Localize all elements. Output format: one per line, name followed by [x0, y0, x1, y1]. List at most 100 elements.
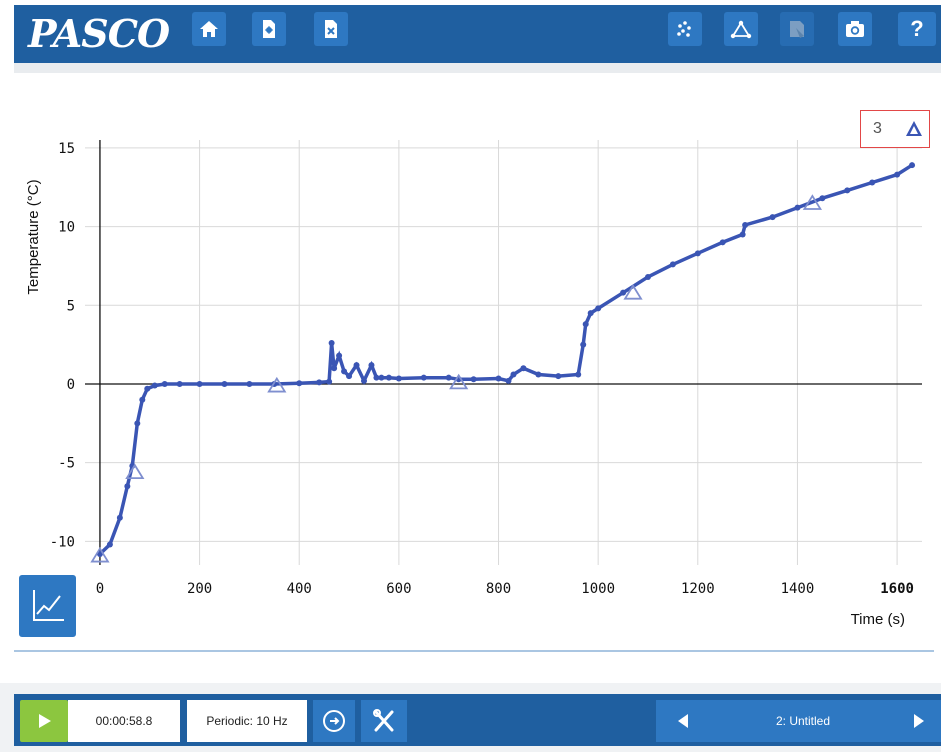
y-tick-label: 15 [58, 141, 75, 157]
triangle-marker [267, 376, 287, 393]
prev-page-button[interactable] [656, 700, 710, 742]
data-point [395, 375, 402, 382]
data-point [769, 214, 776, 221]
chart-grid [85, 140, 922, 565]
data-point [495, 375, 502, 382]
data-point [124, 483, 131, 490]
home-button[interactable] [192, 12, 226, 46]
close-file-icon [325, 20, 337, 38]
run-legend[interactable]: 3 [860, 110, 930, 148]
y-tick-label: -10 [50, 534, 75, 550]
next-page-icon [913, 714, 924, 728]
data-point [139, 396, 146, 403]
series-points [96, 162, 916, 557]
y-tick-label: 0 [67, 377, 75, 393]
snapshot-button[interactable] [838, 12, 872, 46]
help-icon: ? [910, 16, 924, 41]
x-axis-label: Time (s) [851, 611, 905, 628]
data-point [144, 385, 151, 392]
data-point [420, 374, 427, 381]
triangle-marker [125, 463, 145, 480]
data-points-button[interactable] [668, 12, 702, 46]
data-point [134, 420, 141, 427]
data-point [575, 371, 582, 378]
data-point [909, 162, 916, 169]
help-button[interactable]: ? [898, 12, 936, 46]
hardware-setup-button[interactable] [361, 700, 407, 742]
x-tick-label: 200 [187, 581, 212, 597]
data-point [346, 373, 353, 380]
triangle-marker [623, 283, 643, 300]
data-point [368, 362, 375, 369]
x-tick-label: 600 [386, 581, 411, 597]
connect-points-button[interactable] [724, 12, 758, 46]
sampling-options-icon [323, 710, 345, 732]
triangle-marker [802, 194, 823, 210]
data-point [694, 250, 701, 257]
x-tick-label: 1200 [681, 581, 715, 597]
data-point [353, 362, 360, 369]
temperature-graph[interactable]: 0 200 400 600 800 1000 1200 1400 1600 -10 -5 0 5 10 15… [0, 0, 941, 680]
x-tick-label: 1000 [581, 581, 615, 597]
data-point [221, 380, 228, 387]
data-point [151, 382, 158, 389]
hardware-setup-icon [373, 709, 394, 732]
sample-rate-button[interactable]: Periodic: 10 Hz [187, 700, 307, 742]
data-point [296, 380, 303, 387]
series-line [98, 163, 913, 556]
data-point [669, 261, 676, 268]
data-point [246, 380, 253, 387]
chart-axes [85, 140, 922, 565]
data-point [161, 380, 168, 387]
record-button[interactable] [20, 700, 68, 742]
y-tick-label: -5 [58, 456, 75, 472]
data-point [844, 187, 851, 194]
triangle-marker-icon [906, 121, 922, 136]
data-point [595, 305, 602, 312]
scatter-icon [677, 21, 691, 37]
toolbar-shadow [14, 63, 941, 73]
data-point [555, 373, 562, 380]
annotate-button[interactable] [780, 12, 814, 46]
x-tick-label: 1400 [781, 581, 815, 597]
data-point [739, 231, 746, 238]
pasco-logo: PASCO [28, 11, 170, 56]
data-point [378, 374, 385, 381]
data-point [620, 289, 627, 296]
data-point [373, 374, 380, 381]
data-point [510, 371, 517, 378]
data-point [742, 222, 749, 228]
next-page-button[interactable] [896, 700, 941, 742]
data-point [582, 321, 589, 328]
data-point [819, 195, 826, 202]
data-point [316, 379, 323, 386]
x-tick-label: 1600 [880, 581, 914, 597]
data-point [580, 341, 587, 348]
data-point [116, 514, 123, 521]
sampling-options-button[interactable] [313, 700, 355, 742]
x-tick-label: 400 [287, 581, 312, 597]
x-tick-label: 0 [96, 581, 104, 597]
page-selector[interactable]: 2: Untitled [710, 700, 896, 742]
data-point [869, 179, 876, 186]
prev-page-icon [678, 714, 688, 728]
close-file-button[interactable] [314, 12, 348, 46]
data-point [505, 377, 512, 384]
data-point [587, 310, 594, 317]
data-point [106, 541, 113, 548]
data-point [385, 374, 392, 381]
new-file-button[interactable] [252, 12, 286, 46]
data-point [794, 204, 801, 211]
data-point [719, 239, 726, 246]
data-point [361, 377, 367, 384]
graph-display-button[interactable] [19, 575, 76, 637]
triangle-marker [90, 546, 110, 563]
data-point [644, 273, 651, 280]
x-tick-label: 800 [486, 581, 511, 597]
data-point [894, 171, 901, 178]
elapsed-time: 00:00:58.8 [68, 700, 180, 742]
triangle-markers [90, 194, 823, 563]
data-point [445, 374, 452, 381]
data-point [326, 378, 333, 385]
data-point [331, 365, 338, 372]
